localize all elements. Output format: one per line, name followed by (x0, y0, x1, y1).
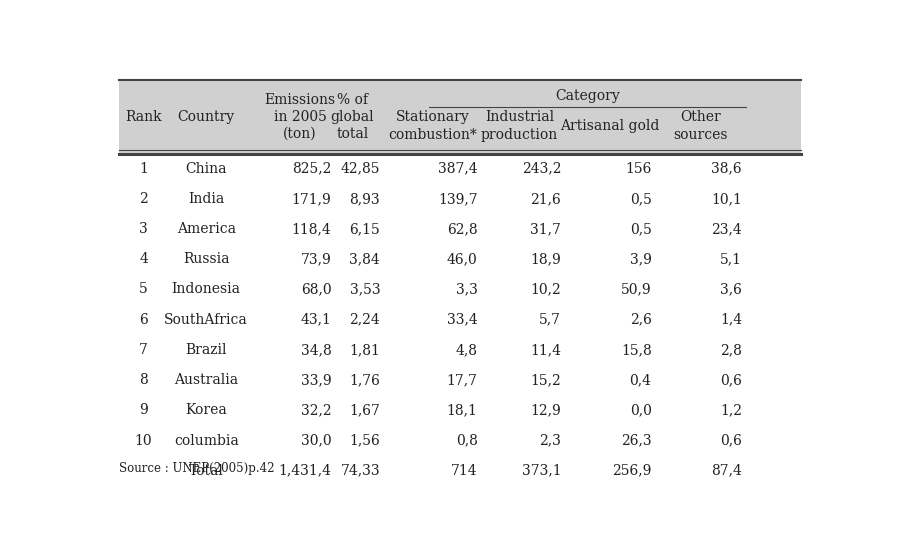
Text: Source : UNEP(2005)p.42: Source : UNEP(2005)p.42 (119, 462, 275, 475)
Text: Stationary
combustion*: Stationary combustion* (388, 111, 477, 142)
Text: Artisanal gold: Artisanal gold (560, 119, 659, 133)
Text: % of
global
total: % of global total (330, 93, 374, 141)
Text: 9: 9 (139, 403, 148, 417)
Text: 3,6: 3,6 (720, 282, 742, 296)
Text: 6,15: 6,15 (349, 222, 380, 236)
Text: 46,0: 46,0 (447, 252, 478, 267)
Text: 1,76: 1,76 (349, 373, 380, 387)
Text: 5: 5 (139, 282, 148, 296)
Text: India: India (188, 192, 224, 206)
Text: 17,7: 17,7 (446, 373, 478, 387)
Text: Industrial
production: Industrial production (480, 111, 558, 142)
Text: 34,8: 34,8 (301, 343, 331, 357)
Text: 2: 2 (139, 192, 148, 206)
Text: 21,6: 21,6 (531, 192, 561, 206)
Text: 8,93: 8,93 (349, 192, 380, 206)
Text: Country: Country (178, 110, 234, 124)
Text: 0,6: 0,6 (720, 434, 742, 447)
Text: 0,8: 0,8 (456, 434, 478, 447)
Text: 373,1: 373,1 (522, 464, 561, 478)
Text: 387,4: 387,4 (438, 162, 478, 175)
Text: 825,2: 825,2 (292, 162, 331, 175)
Text: 4: 4 (139, 252, 148, 267)
Text: 2,8: 2,8 (720, 343, 742, 357)
Text: 68,0: 68,0 (301, 282, 331, 296)
Text: 0,5: 0,5 (629, 222, 652, 236)
Text: 3,9: 3,9 (629, 252, 652, 267)
Text: 1,81: 1,81 (349, 343, 380, 357)
Text: 11,4: 11,4 (530, 343, 561, 357)
Text: 18,1: 18,1 (446, 403, 478, 417)
Text: 33,9: 33,9 (301, 373, 331, 387)
Text: Australia: Australia (174, 373, 238, 387)
Text: 12,9: 12,9 (531, 403, 561, 417)
Text: Category: Category (555, 89, 620, 103)
Text: 74,33: 74,33 (340, 464, 380, 478)
Text: 23,4: 23,4 (711, 222, 742, 236)
Text: 62,8: 62,8 (447, 222, 478, 236)
Text: Brazil: Brazil (186, 343, 227, 357)
Text: Russia: Russia (183, 252, 230, 267)
Text: 15,8: 15,8 (621, 343, 652, 357)
Text: 50,9: 50,9 (621, 282, 652, 296)
Text: 5,7: 5,7 (539, 313, 561, 326)
Text: Korea: Korea (185, 403, 227, 417)
Text: 32,2: 32,2 (301, 403, 331, 417)
Text: 5,1: 5,1 (720, 252, 742, 267)
Text: 15,2: 15,2 (531, 373, 561, 387)
Text: China: China (186, 162, 227, 175)
Text: 2,24: 2,24 (349, 313, 380, 326)
Text: Indonesia: Indonesia (172, 282, 241, 296)
Text: 3,53: 3,53 (349, 282, 380, 296)
Text: 4,8: 4,8 (455, 343, 478, 357)
Text: SouthAfrica: SouthAfrica (164, 313, 248, 326)
Text: 0,4: 0,4 (629, 373, 652, 387)
Text: 0,5: 0,5 (629, 192, 652, 206)
Text: 8: 8 (139, 373, 148, 387)
Text: 0,6: 0,6 (720, 373, 742, 387)
Text: 156: 156 (625, 162, 652, 175)
Text: 42,85: 42,85 (340, 162, 380, 175)
Text: Emissions
in 2005
(ton): Emissions in 2005 (ton) (265, 93, 336, 141)
Text: 18,9: 18,9 (531, 252, 561, 267)
Text: 714: 714 (451, 464, 478, 478)
Text: 7: 7 (139, 343, 148, 357)
Text: 1,431,4: 1,431,4 (278, 464, 331, 478)
Text: 87,4: 87,4 (711, 464, 742, 478)
Text: 10,2: 10,2 (531, 282, 561, 296)
Text: 118,4: 118,4 (292, 222, 331, 236)
Text: 256,9: 256,9 (612, 464, 652, 478)
Text: Total: Total (189, 464, 224, 478)
Text: 30,0: 30,0 (301, 434, 331, 447)
Text: 31,7: 31,7 (530, 222, 561, 236)
Text: Rank: Rank (125, 110, 162, 124)
Text: 3,84: 3,84 (349, 252, 380, 267)
Text: 43,1: 43,1 (301, 313, 331, 326)
Text: 2,3: 2,3 (540, 434, 561, 447)
Text: 1,67: 1,67 (349, 403, 380, 417)
Text: 10: 10 (135, 434, 153, 447)
Text: 3: 3 (139, 222, 148, 236)
Text: columbia: columbia (174, 434, 239, 447)
Text: 10,1: 10,1 (711, 192, 742, 206)
Text: 38,6: 38,6 (711, 162, 742, 175)
Text: 26,3: 26,3 (621, 434, 652, 447)
Text: 1,56: 1,56 (349, 434, 380, 447)
Text: 73,9: 73,9 (301, 252, 331, 267)
Text: 2,6: 2,6 (629, 313, 652, 326)
Text: 1: 1 (139, 162, 148, 175)
Text: America: America (177, 222, 235, 236)
FancyBboxPatch shape (119, 80, 801, 154)
Text: 139,7: 139,7 (438, 192, 478, 206)
Text: 1,2: 1,2 (720, 403, 742, 417)
Text: 171,9: 171,9 (292, 192, 331, 206)
Text: 1,4: 1,4 (720, 313, 742, 326)
Text: 33,4: 33,4 (447, 313, 478, 326)
Text: 243,2: 243,2 (522, 162, 561, 175)
Text: Other
sources: Other sources (674, 111, 727, 142)
Text: 3,3: 3,3 (456, 282, 478, 296)
Text: 0,0: 0,0 (629, 403, 652, 417)
Text: 6: 6 (139, 313, 148, 326)
